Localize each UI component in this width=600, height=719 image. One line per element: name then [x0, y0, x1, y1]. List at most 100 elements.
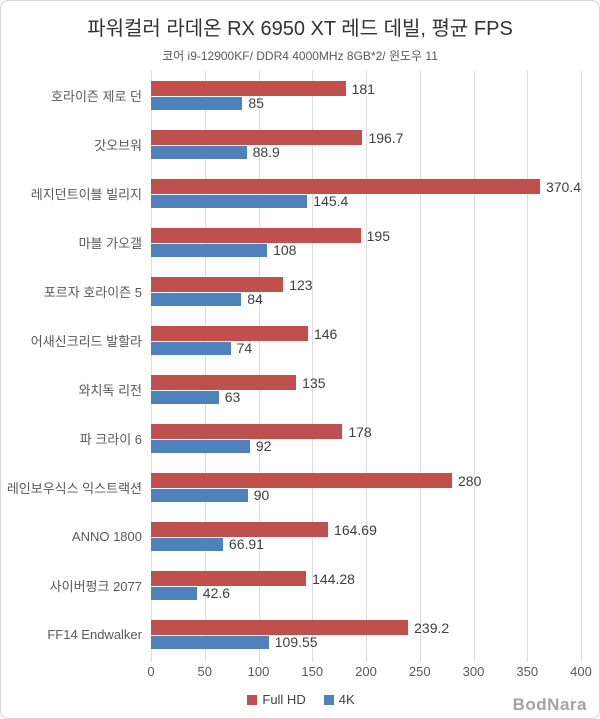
category-label: FF14 Endwalker: [47, 627, 142, 642]
gridline-350: [527, 71, 529, 662]
legend-item: Full HD: [247, 692, 306, 707]
4k-bar: [151, 341, 231, 355]
bar-line: 84: [151, 292, 581, 306]
4k-bar: [151, 243, 268, 257]
bar-line: 88.9: [151, 145, 581, 159]
value-label: 370.4: [545, 178, 581, 195]
value-label: 63: [224, 389, 241, 405]
bar-line: 63: [151, 390, 581, 404]
legend-swatch-icon: [323, 694, 334, 705]
fullhd-bar: [151, 130, 363, 145]
x-tick-label: 50: [197, 664, 212, 679]
bar-line: 239.2: [151, 620, 581, 635]
fullhd-bar: [151, 81, 346, 96]
4k-bar: [151, 145, 247, 159]
value-label: 123: [289, 276, 313, 293]
bar-row: 어새신크리드 발할라 146 74: [1, 316, 599, 365]
bars-cell: 195 108: [151, 218, 581, 267]
bar-row: 갓오브워 196.7 88.9: [1, 120, 599, 169]
bar-row: 마블 가오갤 195 108: [1, 218, 599, 267]
chart-subtitle: 코어 i9-12900KF/ DDR4 4000MHz 8GB*2/ 윈도우 1…: [162, 49, 438, 63]
plot-area: 호라이즌 제로 던 181 85 갓오브워 196.7 88.9 레지던트이블 빌리지 370…: [1, 71, 599, 662]
category-label: ANNO 1800: [71, 529, 142, 544]
bar-line: 145.4: [151, 194, 581, 208]
bar-line: 92: [151, 439, 581, 453]
gridline-100: [258, 71, 260, 662]
value-label: 195: [366, 227, 390, 244]
4k-bar: [151, 390, 219, 404]
value-label: 181: [351, 80, 375, 97]
legend-item: 4K: [323, 692, 355, 707]
gridline-0: [151, 71, 152, 662]
x-tick-label: 150: [301, 664, 324, 679]
fullhd-bar: [151, 473, 452, 488]
bar-line: 42.6: [151, 586, 581, 600]
value-label: 85: [248, 95, 264, 111]
gridline-200: [366, 71, 367, 662]
x-tick-label: 250: [408, 664, 431, 679]
gridline-50: [204, 71, 206, 662]
bar-row: 포르자 호라이즌 5 123 84: [1, 267, 599, 316]
value-label: 108: [273, 242, 297, 258]
bar-line: 108: [151, 243, 581, 257]
bar-row: ANNO 1800 164.69 66.91: [1, 512, 599, 561]
bar-row: 파 크라이 6 178 92: [1, 414, 599, 463]
4k-bar: [151, 488, 248, 502]
bar-line: 370.4: [151, 179, 581, 194]
bars-cell: 135 63: [151, 365, 581, 414]
gridline-400: [581, 71, 582, 662]
category-label: 레지던트이블 빌리지: [30, 187, 142, 202]
bar-line: 135: [151, 375, 581, 390]
fullhd-bar: [151, 375, 297, 390]
bar-line: 146: [151, 326, 581, 341]
chart-title: 파워컬러 라데온 RX 6950 XT 레드 데빌, 평균 FPS: [87, 18, 513, 40]
fullhd-bar: [151, 571, 307, 586]
bars-cell: 239.2 109.55: [151, 610, 581, 659]
bar-rows: 호라이즌 제로 던 181 85 갓오브워 196.7 88.9 레지던트이블 빌리지 370…: [1, 71, 599, 659]
category-label: 갓오브워: [94, 138, 142, 153]
category-label: 와치독 리전: [78, 383, 142, 398]
bar-line: 144.28: [151, 571, 581, 586]
value-label: 145.4: [313, 193, 349, 209]
fullhd-bar: [151, 326, 308, 341]
value-label: 88.9: [252, 144, 280, 160]
bar-line: 85: [151, 96, 581, 110]
value-label: 280: [458, 472, 482, 489]
value-label: 178: [348, 423, 372, 440]
x-tick-label: 100: [247, 664, 270, 679]
legend-label: 4K: [338, 692, 355, 707]
bars-cell: 164.69 66.91: [151, 512, 581, 561]
4k-bar: [151, 194, 308, 208]
value-label: 196.7: [368, 129, 404, 146]
value-label: 146: [313, 325, 338, 342]
value-label: 74: [236, 340, 253, 356]
value-label: 84: [247, 291, 263, 307]
value-label: 90: [253, 487, 270, 503]
category-label: 포르자 호라이즌 5: [43, 285, 142, 300]
bars-cell: 370.4 145.4: [151, 169, 581, 218]
fullhd-bar: [151, 228, 361, 243]
fullhd-bar: [151, 620, 409, 635]
bar-line: 178: [151, 424, 581, 439]
legend-swatch-icon: [247, 694, 258, 705]
fullhd-bar: [151, 424, 343, 439]
bar-line: 90: [151, 488, 581, 502]
bar-row: 레인보우식스 익스트랙션 280 90: [1, 463, 599, 512]
x-tick-label: 200: [355, 664, 377, 679]
bar-line: 109.55: [151, 635, 581, 649]
4k-bar: [151, 292, 242, 306]
x-tick-label: 400: [570, 664, 592, 679]
bars-cell: 280 90: [151, 463, 581, 512]
bars-cell: 123 84: [151, 267, 581, 316]
bar-row: 호라이즌 제로 던 181 85: [1, 71, 599, 120]
category-label: 호라이즌 제로 던: [51, 89, 142, 104]
bar-line: 195: [151, 228, 581, 243]
value-label: 109.55: [274, 634, 318, 650]
value-label: 239.2: [414, 619, 450, 636]
value-label: 144.28: [312, 570, 355, 587]
bars-cell: 144.28 42.6: [151, 561, 581, 610]
x-tick-label: 300: [462, 664, 485, 679]
x-tick-label: 0: [147, 664, 155, 679]
bar-line: 74: [151, 341, 581, 355]
